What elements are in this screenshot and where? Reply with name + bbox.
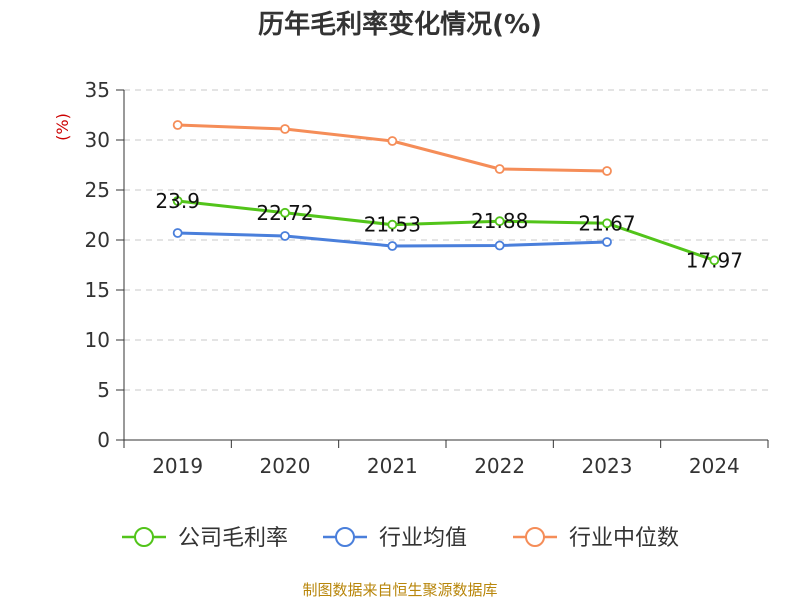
axes: 0 5 10 15 20 25 30 35 2019 2020 2021 2022 2023 2024 <box>85 78 769 478</box>
y-tick-label: 15 <box>85 278 110 302</box>
data-point[interactable] <box>602 166 612 176</box>
legend-label: 行业均值 <box>379 526 467 551</box>
data-label: 21.67 <box>578 211 635 235</box>
data-point[interactable] <box>494 240 505 251</box>
x-tick-label: 2021 <box>367 454 418 478</box>
source-note: 制图数据来自恒生聚源数据库 <box>302 581 497 599</box>
x-tick-label: 2022 <box>474 454 525 478</box>
legend-marker-icon <box>525 527 545 547</box>
legend-marker-icon <box>134 527 154 547</box>
data-point[interactable] <box>387 136 398 146</box>
data-point[interactable] <box>172 196 183 206</box>
data-point[interactable] <box>709 255 720 266</box>
series-lines <box>172 120 720 266</box>
data-point[interactable] <box>172 120 183 130</box>
data-point[interactable] <box>387 219 398 230</box>
legend: 公司毛利率 行业均值 行业中位数 <box>122 526 679 551</box>
legend-item[interactable]: 行业均值 <box>323 526 467 551</box>
series-2 <box>172 120 612 176</box>
data-point[interactable] <box>494 164 505 174</box>
legend-label: 公司毛利率 <box>178 526 288 551</box>
grid-lines <box>124 89 768 391</box>
y-axis-unit: (%) <box>53 113 72 141</box>
data-label: 22.72 <box>256 201 313 225</box>
series-0 <box>172 196 720 266</box>
data-point[interactable] <box>280 124 290 134</box>
legend-item[interactable]: 公司毛利率 <box>122 526 288 551</box>
y-tick-label: 10 <box>85 328 110 352</box>
series-line <box>176 123 609 173</box>
data-label: 21.88 <box>471 209 528 233</box>
x-tick-label: 2020 <box>260 454 311 478</box>
legend-item[interactable]: 行业中位数 <box>513 526 679 551</box>
series-1 <box>172 228 612 251</box>
y-tick-label: 25 <box>85 178 110 202</box>
x-tick-label: 2024 <box>689 454 740 478</box>
x-tick-label: 2023 <box>582 454 633 478</box>
data-point[interactable] <box>602 218 612 229</box>
y-tick-label: 0 <box>97 428 110 452</box>
legend-label: 行业中位数 <box>569 526 679 551</box>
data-label: 23.9 <box>155 189 200 213</box>
y-tick-label: 30 <box>85 128 110 152</box>
data-point[interactable] <box>602 237 612 247</box>
data-point[interactable] <box>494 216 505 227</box>
x-tick-label: 2019 <box>152 454 203 478</box>
data-point[interactable] <box>280 231 290 241</box>
chart-title: 历年毛利率变化情况(%) <box>258 9 542 40</box>
data-label: 21.53 <box>364 213 421 237</box>
y-tick-label: 20 <box>85 228 110 252</box>
y-tick-label: 5 <box>97 378 110 402</box>
data-point[interactable] <box>172 228 183 238</box>
legend-marker-icon <box>335 527 355 547</box>
data-point[interactable] <box>280 207 290 218</box>
data-label: 17.97 <box>686 248 743 272</box>
y-tick-label: 35 <box>85 78 110 102</box>
data-labels: 23.9 22.72 21.53 21.88 21.67 17.97 <box>155 189 743 272</box>
series-line <box>176 199 716 262</box>
data-point[interactable] <box>387 241 398 251</box>
